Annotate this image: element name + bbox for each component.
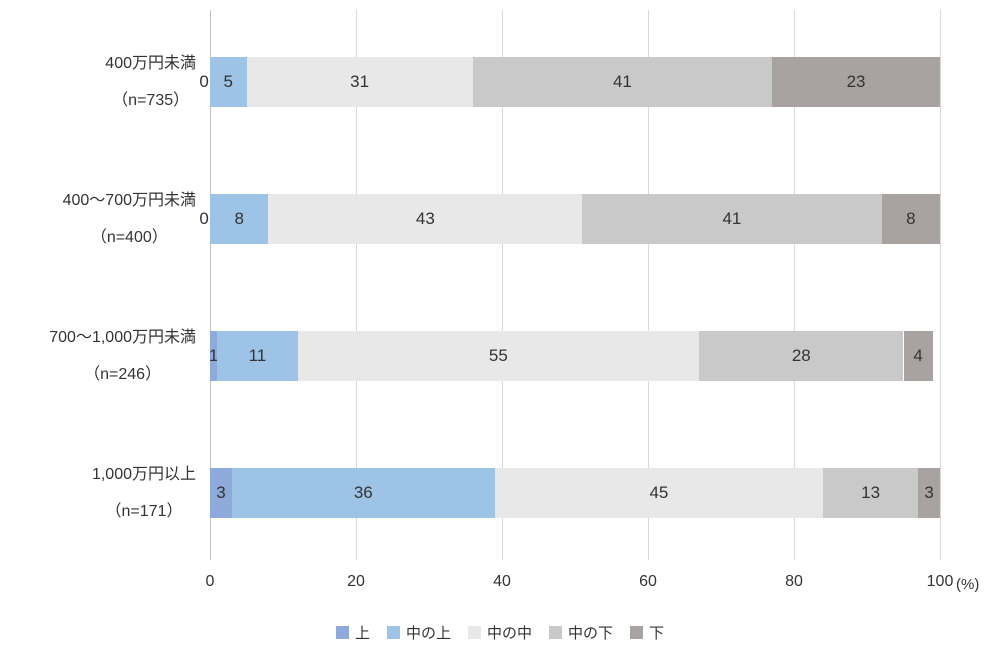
legend-label: 上 — [354, 625, 370, 642]
legend: 上 中の上 中の中 中の下 下 — [0, 622, 1000, 643]
legend-swatch-icon — [335, 626, 349, 639]
bar-segment — [231, 468, 495, 518]
plot-area: 0 5 31 41 23 0 8 43 41 8 1 11 55 28 4 3 36 45 13 3 — [199, 10, 941, 560]
data-label: 31 — [350, 72, 370, 91]
legend-item: 下 — [630, 622, 664, 643]
bar-segment — [210, 331, 218, 381]
x-tick-label: 20 — [347, 573, 365, 590]
data-label: 28 — [791, 346, 811, 365]
bar-segment — [699, 331, 904, 381]
category-label: 400〜700万円未満 （n=400） — [63, 182, 196, 256]
x-tick-label: 80 — [785, 573, 803, 590]
data-label: 8 — [234, 209, 244, 228]
data-label: 8 — [906, 209, 916, 228]
legend-label: 中の下 — [568, 625, 614, 642]
gridline-60 — [648, 10, 649, 560]
data-label: 3 — [216, 483, 226, 502]
bar-segment — [881, 194, 940, 244]
data-label: 55 — [488, 346, 508, 365]
x-tick-label: 100 — [926, 573, 954, 590]
bar-segment — [210, 57, 247, 107]
legend-label: 中の上 — [405, 625, 451, 642]
legend-item: 中の下 — [549, 622, 613, 643]
legend-swatch-icon — [630, 626, 644, 639]
data-label: 11 — [248, 346, 267, 365]
category-n: （n=171） — [105, 503, 183, 520]
bar-row: 0 8 43 41 8 — [199, 194, 940, 244]
category-label: 400万円未満 （n=735） — [105, 45, 196, 119]
category-n: （n=400） — [90, 229, 168, 246]
category-name: 1,000万円以上 — [91, 466, 196, 483]
data-label: 36 — [353, 483, 373, 502]
legend-swatch-icon — [467, 626, 481, 639]
data-label: 45 — [649, 483, 669, 502]
data-label: 23 — [846, 72, 866, 91]
data-label: 4 — [913, 346, 923, 365]
bar-segment — [823, 468, 919, 518]
legend-swatch-icon — [549, 626, 562, 639]
gridline-20 — [356, 10, 357, 560]
bar-segment — [246, 57, 473, 107]
axis-unit-label: (%) — [956, 576, 980, 593]
legend-label: 下 — [649, 625, 665, 642]
bar-segment — [297, 331, 700, 381]
category-name: 400〜700万円未満 — [62, 192, 196, 209]
bar-row: 1 11 55 28 4 — [208, 331, 940, 381]
gridline-0 — [210, 10, 211, 560]
gridline-80 — [794, 10, 795, 560]
data-label: 41 — [722, 209, 742, 228]
data-label: 0 — [199, 72, 209, 91]
data-label: 43 — [415, 209, 435, 228]
data-label: 3 — [924, 483, 934, 502]
bar-segment — [268, 194, 583, 244]
data-label: 1 — [208, 346, 219, 365]
category-n: （n=246） — [84, 366, 162, 383]
bar-segment — [494, 468, 824, 518]
bar-segment — [210, 468, 232, 518]
gridline-100 — [940, 10, 941, 560]
bar-segment — [210, 194, 269, 244]
bar-segment — [472, 57, 773, 107]
x-tick-label: 40 — [493, 573, 511, 590]
data-label: 5 — [223, 72, 233, 91]
x-tick-label: 60 — [639, 573, 657, 590]
legend-item: 上 — [335, 622, 370, 643]
legend-swatch-icon — [386, 626, 400, 639]
legend-item: 中の中 — [467, 622, 532, 643]
bar-segment — [217, 331, 298, 381]
bar-segment — [918, 468, 940, 518]
bar-row: 0 5 31 41 23 — [199, 57, 940, 107]
data-label: 41 — [612, 72, 632, 91]
bar-row: 3 36 45 13 3 — [210, 468, 940, 518]
category-name: 400万円未満 — [105, 55, 196, 72]
category-label: 1,000万円以上 （n=171） — [92, 456, 196, 530]
legend-item: 中の上 — [386, 622, 451, 643]
legend-label: 中の中 — [486, 625, 532, 642]
data-label: 0 — [199, 209, 209, 228]
category-label: 700〜1,000万円未満 （n=246） — [49, 319, 196, 393]
bar-segment — [772, 57, 940, 107]
bar-segment — [903, 331, 933, 381]
gridline-40 — [502, 10, 503, 560]
category-n: （n=735） — [112, 92, 190, 109]
data-label: 13 — [861, 483, 881, 502]
category-name: 700〜1,000万円未満 — [49, 329, 196, 346]
x-tick-label: 0 — [205, 573, 215, 590]
bar-segment — [582, 194, 882, 244]
